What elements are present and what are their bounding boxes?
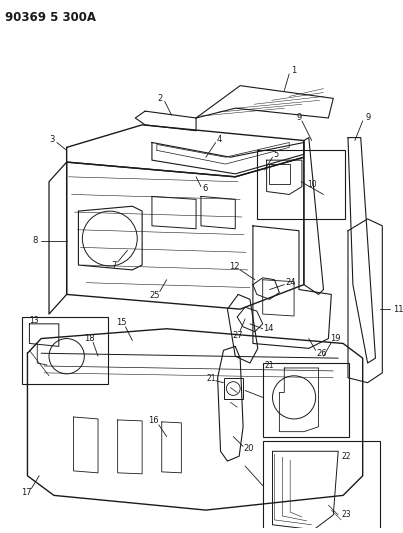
- Text: 23: 23: [341, 511, 351, 520]
- Text: 11: 11: [393, 305, 403, 313]
- Text: 3: 3: [49, 135, 55, 144]
- Text: 1: 1: [291, 67, 297, 76]
- Text: 15: 15: [116, 318, 127, 327]
- Text: 2: 2: [157, 94, 162, 103]
- Text: 13: 13: [29, 317, 39, 326]
- Text: 24: 24: [285, 278, 295, 287]
- Bar: [224, 378, 243, 399]
- Text: 25: 25: [150, 291, 160, 300]
- Bar: [257, 150, 345, 219]
- Text: 6: 6: [202, 184, 208, 193]
- Text: 22: 22: [341, 451, 351, 461]
- Text: 18: 18: [84, 334, 95, 343]
- Text: 5: 5: [274, 150, 279, 159]
- Text: 8: 8: [33, 236, 38, 245]
- Bar: [263, 363, 349, 437]
- Text: 12: 12: [229, 262, 239, 271]
- Text: 21: 21: [206, 374, 216, 383]
- Bar: [263, 441, 380, 533]
- Bar: [22, 317, 108, 384]
- Text: 14: 14: [263, 324, 274, 333]
- Text: 21: 21: [265, 360, 274, 369]
- Text: 4: 4: [217, 135, 222, 144]
- Text: 7: 7: [111, 261, 116, 270]
- Text: 17: 17: [21, 488, 32, 497]
- Text: 20: 20: [244, 444, 254, 453]
- Text: 19: 19: [330, 334, 341, 343]
- Text: 16: 16: [149, 416, 159, 425]
- Text: 9: 9: [296, 112, 301, 122]
- Text: 26: 26: [316, 349, 327, 358]
- Text: 10: 10: [307, 180, 316, 189]
- Bar: [268, 164, 290, 184]
- Text: 90369 5 300A: 90369 5 300A: [5, 11, 96, 23]
- Text: 9: 9: [366, 112, 371, 122]
- Text: 27: 27: [232, 331, 243, 340]
